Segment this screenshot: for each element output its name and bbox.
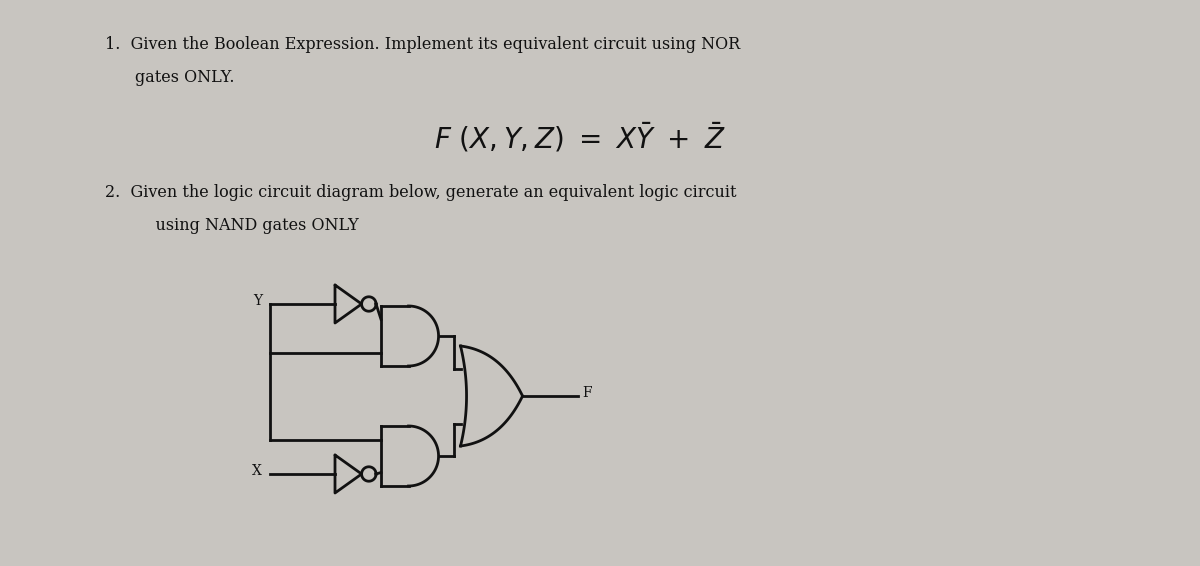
Text: X: X bbox=[252, 464, 262, 478]
Text: F: F bbox=[582, 386, 592, 400]
Text: using NAND gates ONLY: using NAND gates ONLY bbox=[134, 217, 359, 234]
Text: Y: Y bbox=[253, 294, 262, 308]
Text: 2.  Given the logic circuit diagram below, generate an equivalent logic circuit: 2. Given the logic circuit diagram below… bbox=[106, 184, 737, 201]
Text: gates ONLY.: gates ONLY. bbox=[134, 69, 234, 86]
Text: $\mathit{F}\ (\mathit{X},\mathit{Y},\mathit{Z})\ =\ \mathit{X}\bar{\mathit{Y}}\ : $\mathit{F}\ (\mathit{X},\mathit{Y},\mat… bbox=[434, 121, 726, 155]
Text: 1.  Given the Boolean Expression. Implement its equivalent circuit using NOR: 1. Given the Boolean Expression. Impleme… bbox=[106, 36, 740, 53]
